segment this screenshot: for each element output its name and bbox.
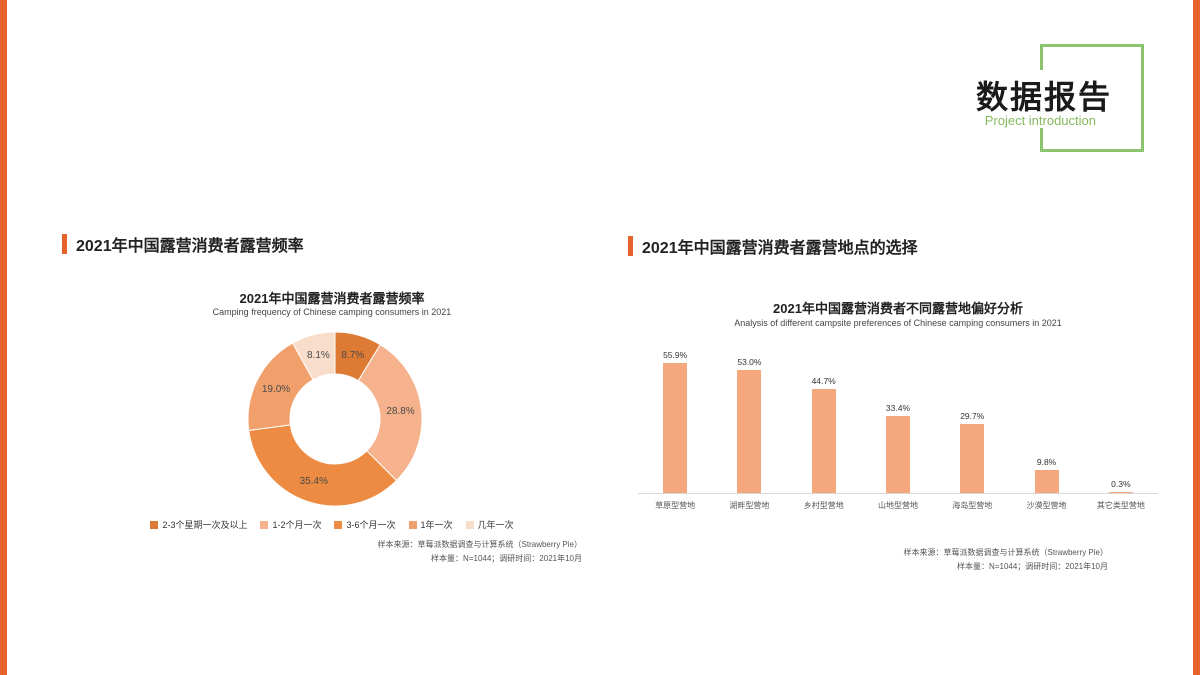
donut-segment [291, 331, 336, 381]
source-line: 样本量：N=1044；调研时间：2021年10月 [431, 554, 582, 564]
bar [885, 415, 910, 493]
legend-item: 几年一次 [465, 518, 514, 531]
donut-value-label: 19.0% [262, 384, 290, 395]
donut-value-label: 8.1% [307, 350, 330, 361]
legend-label: 几年一次 [477, 520, 514, 530]
legend-label: 2-3个星期一次及以上 [162, 520, 248, 530]
bar-slot: 55.9% [638, 350, 712, 493]
legend-swatch [260, 520, 269, 529]
page-subtitle: Project introduction [974, 113, 1096, 128]
source-line: 样本来源：草莓派数据调查与计算系统（Strawberry Pie） [903, 548, 1108, 557]
bar-section: 2021年中国露营消费者露营地点的选择 2021年中国露营消费者不同露营地偏好分… [628, 234, 1168, 634]
bar-category-label: 山地型营地 [877, 501, 918, 510]
bar-category-label: 湖畔型营地 [729, 501, 770, 510]
donut-value-label: 8.7% [341, 350, 364, 361]
bar-value-label: 0.3% [1111, 479, 1131, 489]
legend-swatch [150, 520, 159, 529]
bar [1034, 470, 1059, 493]
source-line: 样本量：N=1044；调研时间：2021年10月 [957, 562, 1108, 572]
bar-category-label: 其它类型营地 [1096, 501, 1145, 510]
bar-category-label: 草原型营地 [655, 501, 696, 510]
bar-chart-subtitle: Analysis of different campsite preferenc… [734, 318, 1062, 328]
bar-slot: 53.0% [712, 357, 786, 493]
source-line: 样本来源：草莓派数据调查与计算系统（Strawberry Pie） [377, 540, 582, 549]
left-source-note: 样本来源：草莓派数据调查与计算系统（Strawberry Pie） 样本量：N=… [378, 538, 582, 567]
bar-value-label: 44.7% [811, 376, 836, 387]
right-edge-accent-bar [1193, 0, 1200, 675]
legend-swatch [408, 520, 417, 529]
bar-slot: 33.4% [861, 402, 935, 493]
right-section-title: 2021年中国露营消费者露营地点的选择 [642, 240, 918, 257]
legend-label: 1-2个月一次 [272, 520, 322, 530]
legend-item: 2-3个星期一次及以上 [150, 518, 247, 531]
bar-slot: 44.7% [787, 376, 861, 493]
heading-accent-bar [628, 236, 633, 256]
legend-swatch [334, 520, 343, 529]
bar-value-label: 55.9% [663, 350, 688, 361]
bar [811, 389, 836, 493]
bar [1108, 492, 1133, 493]
donut-value-label: 28.8% [386, 406, 414, 417]
bar-category-label: 海岛型营地 [952, 501, 993, 510]
bar [737, 370, 762, 493]
bar-value-label: 53.0% [737, 357, 762, 367]
donut-chart: 8.7% 28.8% 35.4% 19.0% 8.1% [247, 331, 423, 507]
bar-plot-area: 55.9% 53.0% 44.7% 33.4% 29.7% 9.8% 0.3% [638, 346, 1158, 494]
bar [663, 363, 688, 493]
left-section-title: 2021年中国露营消费者露营频率 [76, 238, 304, 255]
bar-value-label: 29.7% [960, 411, 985, 422]
bar-chart-title: 2021年中国露营消费者不同露营地偏好分析 [773, 301, 1023, 316]
bar-slot: 9.8% [1009, 457, 1083, 493]
bar-value-label: 9.8% [1036, 457, 1057, 468]
legend-label: 3-6个月一次 [346, 520, 396, 530]
bar-value-label: 33.4% [885, 402, 911, 413]
donut-segment [357, 343, 423, 482]
legend-swatch [465, 520, 474, 529]
right-section-heading: 2021年中国露营消费者露营地点的选择 [628, 234, 1168, 258]
donut-value-label: 35.4% [300, 476, 328, 487]
bar-chart: 55.9% 53.0% 44.7% 33.4% 29.7% 9.8% 0.3% 草原型营地 湖… [638, 346, 1158, 511]
bar-category-axis: 草原型营地 湖畔型营地 乡村型营地 山地型营地 海岛型营地 沙漠型营地 其它类型营地 [638, 500, 1158, 511]
donut-segment [248, 424, 398, 507]
bar-category-label: 乡村型营地 [803, 501, 844, 510]
donut-chart-title: 2021年中国露营消费者露营频率 [239, 291, 425, 306]
right-source-note: 样本来源：草莓派数据调查与计算系统（Strawberry Pie） 样本量：N=… [904, 546, 1108, 575]
legend-item: 1-2个月一次 [260, 518, 321, 531]
left-section-heading: 2021年中国露营消费者露营频率 [62, 232, 602, 256]
donut-legend: 2-3个星期一次及以上 1-2个月一次 3-6个月一次 1年一次 几年一次 [62, 518, 602, 531]
bar-slot: 29.7% [935, 411, 1009, 493]
left-edge-accent-bar [0, 0, 7, 675]
legend-item: 1年一次 [408, 518, 453, 531]
legend-label: 1年一次 [420, 520, 453, 530]
legend-item: 3-6个月一次 [334, 518, 396, 531]
bar [960, 424, 985, 493]
bar-slot: 0.3% [1084, 479, 1158, 493]
donut-section: 2021年中国露营消费者露营频率 2021年中国露营消费者露营频率 Campin… [62, 232, 602, 632]
heading-accent-bar [62, 234, 67, 254]
page-title: 数据报告 [963, 70, 1112, 120]
donut-chart-subtitle: Camping frequency of Chinese camping con… [212, 307, 452, 317]
bar-category-label: 沙漠型营地 [1026, 501, 1067, 510]
